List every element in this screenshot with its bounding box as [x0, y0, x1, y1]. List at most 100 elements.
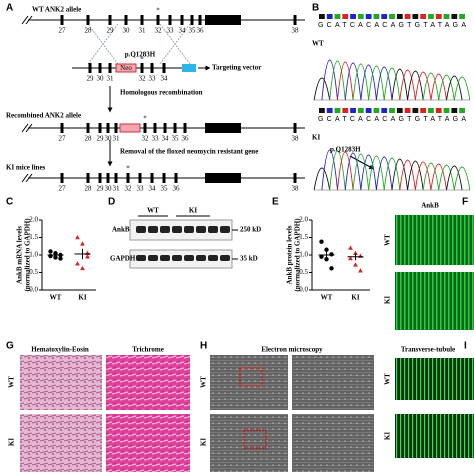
exon-number: 31	[113, 135, 121, 143]
exon	[106, 123, 110, 133]
exon	[156, 15, 160, 25]
break	[21, 123, 33, 133]
exon	[126, 173, 130, 183]
exon-number: 32	[139, 75, 147, 83]
point	[358, 268, 363, 273]
neo	[119, 123, 141, 133]
size-label: 35 kD	[240, 255, 258, 263]
y-label: (normalized to GAPDH)	[294, 218, 302, 292]
peak	[446, 75, 463, 101]
band	[148, 226, 158, 233]
peak	[438, 164, 455, 191]
exon-number: 30	[105, 135, 113, 143]
x-tick-label: WT	[321, 294, 333, 302]
sequence: GCATCACACAGTGTATAGA	[318, 116, 466, 123]
peak	[360, 154, 377, 191]
vector-label: Targeting vector	[212, 64, 261, 72]
base-box	[373, 108, 380, 113]
peak	[344, 152, 362, 191]
exon	[86, 15, 90, 25]
y-tick-label: 0.0	[299, 286, 308, 294]
peak	[453, 76, 471, 101]
panel-title: Hematoxylin-Eosin	[31, 346, 89, 354]
exon-number: 32	[125, 185, 133, 193]
exon-number: 34	[162, 135, 170, 143]
exon-block	[205, 15, 241, 25]
row-label: KI	[200, 438, 208, 446]
peak	[360, 64, 377, 101]
step: Removal of the floxed neomycin resistant…	[120, 148, 258, 156]
y-tick-label: 1.0	[299, 251, 308, 259]
image	[395, 414, 474, 458]
band-label: GAPDH	[110, 255, 136, 263]
peak	[337, 61, 354, 101]
exon-number: 34	[149, 185, 157, 193]
exon-number: 35	[172, 135, 180, 143]
panel-letter: H	[200, 341, 207, 352]
band	[136, 226, 146, 233]
exon-number: 27	[59, 185, 67, 193]
break	[21, 15, 33, 25]
peak	[414, 161, 432, 191]
exon	[140, 15, 144, 25]
band-label: AnkB	[112, 226, 130, 234]
y-label: (normalized to GAPDH)	[24, 218, 32, 292]
peak	[446, 165, 463, 191]
exon	[150, 63, 154, 73]
base-box	[389, 108, 395, 113]
point	[48, 249, 53, 254]
x-tick-label: KI	[351, 294, 359, 302]
exon-number: 33	[152, 135, 160, 143]
base-box	[412, 108, 419, 113]
exon	[98, 63, 102, 73]
exon-number: 27	[59, 135, 67, 143]
y-tick-label: 1.0	[29, 251, 38, 259]
band	[148, 255, 158, 261]
lane-label: KI	[189, 207, 197, 215]
exon-number: 34	[179, 27, 187, 35]
exon-number: 29	[87, 75, 95, 83]
exon-number: 28	[85, 135, 93, 143]
crossover	[87, 23, 119, 65]
point	[319, 254, 324, 259]
exon	[173, 123, 177, 133]
peak	[352, 63, 370, 101]
band	[172, 226, 182, 233]
exon	[114, 173, 118, 183]
exon	[168, 15, 172, 25]
y-tick-label: 0.5	[29, 268, 38, 276]
mutation: p.Q1283H	[330, 146, 361, 154]
step: Homologous recombination	[120, 89, 203, 97]
base-box	[373, 14, 380, 19]
y-tick-label: 2.0	[29, 216, 38, 224]
image	[20, 355, 102, 410]
exon	[138, 173, 142, 183]
base-box	[443, 108, 450, 113]
panel-letter: F	[462, 197, 468, 208]
exon	[162, 173, 166, 183]
base-box	[435, 14, 442, 19]
base-box	[459, 14, 465, 19]
base-box	[389, 14, 395, 19]
star: *	[140, 56, 144, 64]
band	[208, 226, 218, 233]
exon-number: 29	[97, 185, 105, 193]
image	[20, 414, 102, 472]
peak	[321, 59, 338, 101]
exon	[180, 15, 184, 25]
peak	[321, 149, 338, 191]
allele-title: KI mice lines	[6, 164, 46, 172]
y-label: AnkB protein levels	[286, 225, 294, 284]
y-tick-label: 0.0	[29, 286, 38, 294]
peak	[399, 69, 416, 101]
base-box	[420, 14, 427, 19]
image	[210, 355, 288, 410]
star: *	[126, 165, 130, 173]
exon	[150, 173, 154, 183]
panel-letter: D	[108, 197, 115, 208]
exon	[162, 63, 166, 73]
point	[329, 252, 334, 257]
allele-title: Recombined ANK2 allele	[6, 112, 81, 120]
peak	[430, 73, 447, 101]
exon	[60, 123, 64, 133]
